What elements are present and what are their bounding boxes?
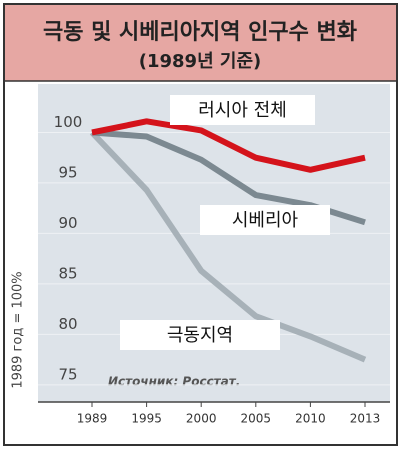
y-tick-label: 80: [58, 315, 77, 333]
y-tick-label: 85: [58, 264, 77, 282]
x-tick-label: 2013: [350, 412, 381, 426]
y-axis-label: 1989 год = 100%: [11, 271, 26, 388]
series-label: 시베리아: [232, 210, 299, 231]
source-note: Источник: Росстат.: [108, 375, 240, 389]
series-label-box: [170, 95, 315, 125]
y-tick-label: 90: [58, 214, 77, 232]
x-tick-label: 1989: [77, 412, 108, 426]
x-tick-label: 2005: [241, 412, 272, 426]
x-tick-label: 1995: [131, 412, 162, 426]
series-label-box: [120, 320, 280, 350]
plot-area: [38, 84, 390, 402]
y-tick-label: 100: [54, 113, 83, 131]
series-line: [89, 130, 367, 363]
series-line: [91, 118, 366, 173]
series-label: 극동지역: [167, 325, 233, 346]
series-label: 러시아 전체: [198, 100, 287, 121]
chart-subtitle: (1989년 기준): [139, 51, 262, 72]
series-label-box: [200, 205, 330, 235]
x-tick-label: 2010: [295, 412, 326, 426]
y-tick-label: 75: [58, 365, 77, 383]
y-tick-label: 95: [58, 163, 77, 181]
chart-title: 극동 및 시베리아지역 인구수 변화: [43, 20, 357, 45]
title-box: [5, 5, 396, 81]
x-tick-label: 2000: [186, 412, 217, 426]
